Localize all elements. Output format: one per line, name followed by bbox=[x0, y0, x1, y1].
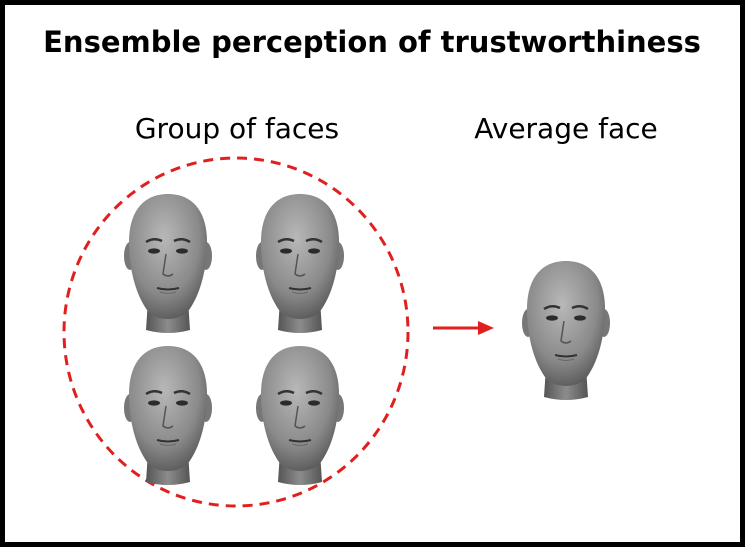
arrow bbox=[433, 321, 494, 335]
group-circle bbox=[62, 156, 410, 508]
arrow-head bbox=[478, 321, 494, 335]
group-label: Group of faces bbox=[135, 112, 339, 145]
average-label: Average face bbox=[474, 112, 658, 145]
title: Ensemble perception of trustworthiness bbox=[43, 25, 701, 59]
